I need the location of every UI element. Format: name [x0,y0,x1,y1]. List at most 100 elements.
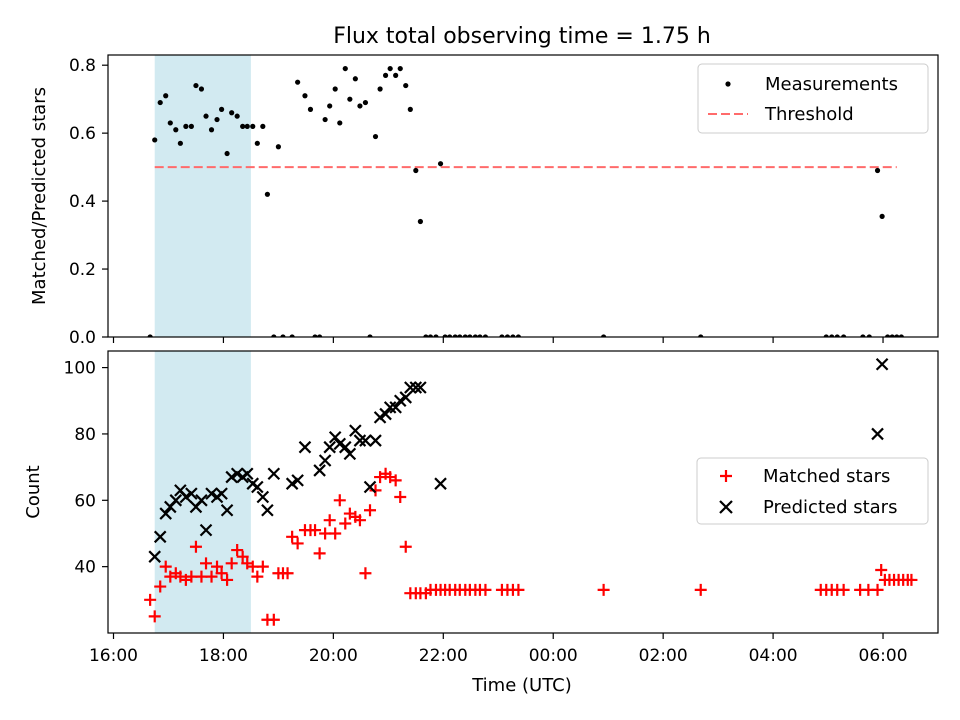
x-tick-label: 06:00 [859,646,908,666]
measurement-point [173,127,179,133]
measurement-point [362,99,369,106]
measurement-point [834,334,840,337]
measurement-point [193,82,199,89]
measurement-point [357,103,363,109]
measurement-point [188,123,194,129]
measurement-point [337,120,343,126]
matched-star-marker [231,544,244,557]
measurement-point [280,334,286,337]
measurement-point [352,76,358,82]
matched-star-marker [479,583,492,596]
predicted-star-marker [159,507,172,520]
matched-star-marker [159,560,172,573]
predicted-star-marker [409,381,423,394]
chart-title: Flux total observing time = 1.75 h [333,24,711,49]
predicted-star-marker [318,454,332,467]
predicted-star-marker [195,494,208,507]
predicted-star-marker [215,487,228,500]
predicted-star-marker [256,490,270,504]
measurement-point [332,86,338,92]
predicted-star-marker [291,474,304,487]
matched-star-marker [185,570,198,583]
measurement-point [433,334,439,337]
ratio-y-tick-label: 0.8 [69,56,96,76]
measurement-point [417,218,423,225]
matched-star-marker [875,563,888,576]
measurement-point [240,123,246,129]
measurement-point [214,116,220,123]
measurement-point [317,334,323,337]
measurement-point [860,334,866,337]
matched-star-marker [267,613,280,626]
measurement-point [322,116,328,123]
measurement-point [452,334,458,337]
measurement-point [403,82,409,89]
ratio-y-tick-label: 0.4 [69,192,96,212]
ratio-observing-window-band [154,55,251,337]
measurement-point [829,334,835,337]
matched-star-marker [597,583,610,596]
predicted-star-marker [349,424,362,437]
measurement-point [372,133,379,140]
observing-window-band [154,351,251,633]
matched-star-marker [359,567,372,580]
measurement-point [244,123,250,129]
matched-star-marker [215,567,228,580]
measurement-point [407,106,413,112]
measurement-point [698,334,704,337]
measurement-point [874,167,881,174]
measurement-point [823,334,829,337]
predicted-star-marker [871,427,884,441]
measurement-point [224,150,230,157]
matched-star-marker [329,527,342,540]
matched-star-marker [236,550,249,563]
measurement-point [271,334,277,337]
measurement-point [295,79,301,85]
predicted-star-marker [404,381,417,394]
measurement-point [457,334,463,337]
measurement-point [447,334,453,337]
matched-star-marker [144,593,157,606]
predicted-star-marker [153,530,167,544]
measurement-point [167,120,173,126]
measurement-point [477,334,483,337]
matched-star-marker [323,514,336,527]
counts-y-tick-label: 60 [74,491,96,511]
predicted-star-marker [399,391,413,404]
predicted-star-marker [328,430,342,444]
measurement-point [413,167,419,174]
legend-matched-swatch [720,470,732,482]
x-tick-label: 04:00 [749,646,798,666]
matched-star-marker [205,570,218,583]
measurement-point [198,86,205,92]
predicted-star-marker [353,434,367,447]
matched-star-marker [905,573,918,586]
measurement-point [163,93,169,99]
measurement-point [437,161,444,167]
counts-panel: 40 60 80 100 16:00 18:00 20:00 22:00 00:00 02:00… [23,350,939,696]
measurement-point [264,191,271,197]
predicted-star-marker [338,440,352,454]
x-axis-label: Time (UTC) [471,675,572,696]
ratio-y-tick-label: 0.2 [69,260,96,280]
counts-y-axis-ticks: 40 60 80 100 [64,359,108,578]
ratio-measurement-points [147,65,904,337]
x-tick-label: 16:00 [89,646,138,666]
legend-measurements-swatch [725,81,731,87]
measurement-point [218,106,225,112]
matched-star-marker [256,560,269,573]
legend-predicted-label: Predicted stars [763,497,897,518]
matched-star-marker [221,573,234,586]
measurement-point [327,103,333,109]
measurement-point [894,334,900,337]
ratio-y-tick-label: 0.6 [69,124,96,144]
predicted-star-marker [414,381,427,394]
measurement-point [342,65,348,72]
counts-legend-box [696,457,929,525]
counts-star-markers [144,357,918,626]
predicted-star-marker [251,480,264,494]
x-tick-label: 18:00 [199,646,248,666]
ratio-y-axis-ticks: 0.0 0.2 0.4 0.6 0.8 [69,56,108,348]
measurement-point [841,334,847,337]
predicted-star-marker [343,447,357,461]
